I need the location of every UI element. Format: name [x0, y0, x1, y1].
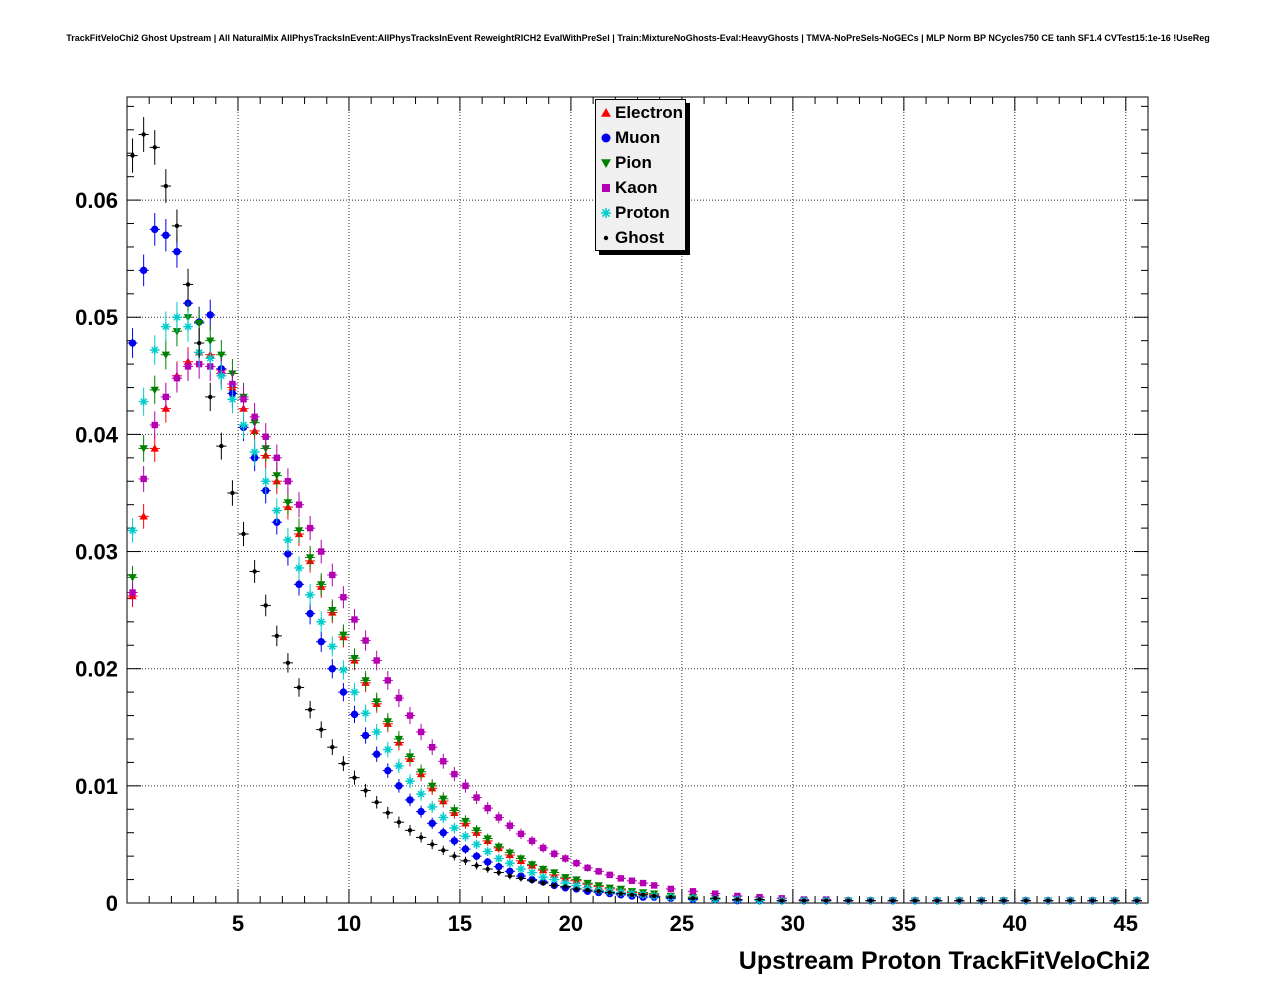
y-tick-label: 0.03	[75, 540, 118, 565]
legend-item-kaon: Kaon	[596, 175, 685, 200]
star-marker-icon	[601, 207, 611, 218]
x-tick-label: 25	[670, 911, 694, 936]
legend-label: Ghost	[615, 227, 665, 247]
legend: Electron Muon Pion Kaon Proton Ghost	[595, 99, 686, 251]
plot-title: TrackFitVeloChi2 Ghost Upstream | All Na…	[66, 33, 1210, 43]
y-tick-label: 0.01	[75, 774, 118, 799]
legend-label: Proton	[615, 202, 670, 222]
y-tick-label: 0	[106, 891, 118, 916]
x-tick-label: 20	[559, 911, 583, 936]
x-tick-label: 10	[337, 911, 361, 936]
x-tick-label: 45	[1114, 911, 1138, 936]
y-tick-label: 0.02	[75, 657, 118, 682]
square-marker-icon	[602, 183, 610, 192]
y-tick-label: 0.06	[75, 188, 118, 213]
legend-label: Electron	[615, 102, 684, 122]
legend-item-electron: Electron	[596, 100, 685, 125]
legend-item-proton: Proton	[596, 200, 685, 225]
x-tick-label: 35	[892, 911, 916, 936]
legend-label: Muon	[615, 127, 661, 147]
circle-marker-icon	[601, 133, 611, 142]
series-kaon	[127, 349, 1143, 904]
legend-label: Kaon	[615, 177, 658, 197]
y-tick-label: 0.05	[75, 305, 118, 330]
x-tick-label: 40	[1003, 911, 1027, 936]
series-electron	[127, 337, 1143, 904]
legend-item-pion: Pion	[596, 150, 685, 175]
triangle-down-marker-icon	[601, 158, 611, 168]
series-proton	[127, 302, 1143, 905]
dot-marker-icon	[603, 235, 609, 240]
x-tick-label: 5	[232, 911, 244, 936]
legend-rows: Electron Muon Pion Kaon Proton Ghost	[596, 100, 685, 250]
y-tick-label: 0.04	[75, 422, 119, 447]
x-axis-title: Upstream Proton TrackFitVeloChi2	[738, 947, 1150, 975]
x-tick-label: 30	[781, 911, 805, 936]
legend-item-ghost: Ghost	[596, 225, 685, 250]
legend-label: Pion	[615, 152, 652, 172]
legend-item-muon: Muon	[596, 125, 685, 150]
x-tick-label: 15	[448, 911, 472, 936]
triangle-up-marker-icon	[601, 107, 611, 117]
series-ghost	[127, 117, 1143, 903]
series-pion	[127, 302, 1143, 905]
